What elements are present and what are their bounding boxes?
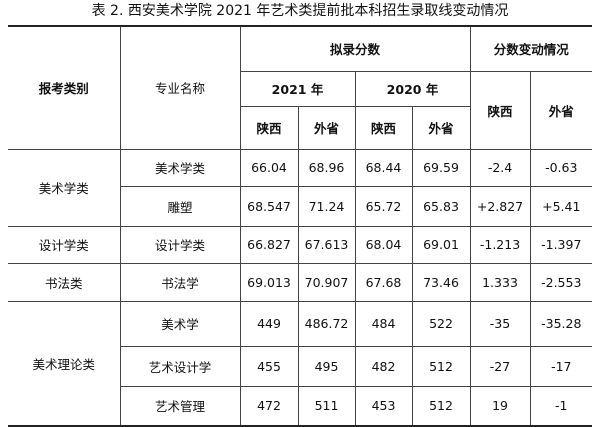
score-cell: 453 bbox=[354, 385, 413, 427]
score-cell: 1.333 bbox=[469, 262, 531, 302]
score-cell: 511 bbox=[297, 385, 356, 427]
header-cell: 外省 bbox=[411, 105, 471, 150]
score-cell: 71.24 bbox=[297, 185, 356, 227]
score-cell: -2.553 bbox=[529, 262, 593, 302]
score-cell: 482 bbox=[354, 345, 413, 387]
header-cell: 陕西 bbox=[469, 70, 531, 150]
score-cell: 65.83 bbox=[411, 185, 471, 227]
score-cell: -2.4 bbox=[469, 148, 531, 187]
header-cell: 2020 年 bbox=[354, 70, 471, 107]
table-row: 雕塑 68.547 71.24 65.72 65.83 +2.827 +5.41 bbox=[8, 185, 593, 227]
table-body: 美术学类 美术学类 66.04 68.96 68.44 69.59 -2.4 -0.63 雕塑 6… bbox=[8, 148, 593, 427]
table-row: 书法类 书法学 69.013 70.907 67.68 73.46 1.333 -2.553 bbox=[8, 262, 593, 302]
category-cell: 书法类 bbox=[8, 262, 121, 302]
score-cell: 68.44 bbox=[354, 148, 413, 187]
header-cell: 陕西 bbox=[239, 105, 299, 150]
score-cell: 69.013 bbox=[239, 262, 299, 302]
score-cell: 66.04 bbox=[239, 148, 299, 187]
score-cell: 68.04 bbox=[354, 225, 413, 264]
score-cell: 455 bbox=[239, 345, 299, 387]
score-cell: 486.72 bbox=[297, 300, 356, 347]
score-cell: 19 bbox=[469, 385, 531, 427]
score-cell: 522 bbox=[411, 300, 471, 347]
header-cell: 外省 bbox=[297, 105, 356, 150]
category-cell: 美术理论类 bbox=[8, 300, 121, 427]
header-cell: 专业名称 bbox=[119, 25, 241, 150]
table-row: 美术学类 美术学类 66.04 68.96 68.44 69.59 -2.4 -0.63 bbox=[8, 148, 593, 227]
score-cell: 70.907 bbox=[297, 262, 356, 302]
major-cell: 雕塑 bbox=[119, 185, 241, 227]
table-row: 美术理论类 美术学 449 486.72 484 522 -35 -35.28 bbox=[8, 300, 593, 427]
score-cell: -1 bbox=[529, 385, 593, 427]
score-cell: -35 bbox=[469, 300, 531, 347]
major-cell: 美术学类 bbox=[119, 148, 241, 187]
score-cell: 69.59 bbox=[411, 148, 471, 187]
major-cell: 艺术设计学 bbox=[119, 345, 241, 387]
score-cell: +2.827 bbox=[469, 185, 531, 227]
header-cell: 报考类别 bbox=[8, 25, 121, 150]
header-cell: 拟录分数 bbox=[239, 25, 471, 72]
major-cell: 艺术管理 bbox=[119, 385, 241, 427]
score-cell: 512 bbox=[411, 385, 471, 427]
category-cell: 美术学类 bbox=[8, 148, 121, 227]
score-cell: +5.41 bbox=[529, 185, 593, 227]
score-cell: 69.01 bbox=[411, 225, 471, 264]
score-table: 报考类别 专业名称 拟录分数 分数变动情况 2021 年 2020 年 陕西 外… bbox=[8, 25, 593, 427]
score-cell: 65.72 bbox=[354, 185, 413, 227]
score-cell: 67.68 bbox=[354, 262, 413, 302]
major-cell: 设计学类 bbox=[119, 225, 241, 264]
category-cell: 设计学类 bbox=[8, 225, 121, 264]
score-cell: -17 bbox=[529, 345, 593, 387]
score-cell: -1.213 bbox=[469, 225, 531, 264]
header-cell: 外省 bbox=[529, 70, 593, 150]
score-cell: 512 bbox=[411, 345, 471, 387]
major-cell: 书法学 bbox=[119, 262, 241, 302]
score-cell: -1.397 bbox=[529, 225, 593, 264]
table-row: 艺术管理 472 511 453 512 19 -1 bbox=[8, 385, 593, 427]
score-cell: -0.63 bbox=[529, 148, 593, 187]
header-cell: 陕西 bbox=[354, 105, 413, 150]
score-cell: 484 bbox=[354, 300, 413, 347]
score-cell: 66.827 bbox=[239, 225, 299, 264]
score-cell: 68.547 bbox=[239, 185, 299, 227]
table-title: 表 2. 西安美术学院 2021 年艺术类提前批本科招生录取线变动情况 bbox=[91, 3, 509, 19]
score-cell: 472 bbox=[239, 385, 299, 427]
header-cell: 分数变动情况 bbox=[469, 25, 593, 72]
score-cell: 495 bbox=[297, 345, 356, 387]
table-row: 艺术设计学 455 495 482 512 -27 -17 bbox=[8, 345, 593, 387]
score-cell: -27 bbox=[469, 345, 531, 387]
score-cell: 68.96 bbox=[297, 148, 356, 187]
table-row: 设计学类 设计学类 66.827 67.613 68.04 69.01 -1.213 -1.3… bbox=[8, 225, 593, 264]
score-cell: 73.46 bbox=[411, 262, 471, 302]
major-cell: 美术学 bbox=[119, 300, 241, 347]
score-cell: 67.613 bbox=[297, 225, 356, 264]
header-cell: 2021 年 bbox=[239, 70, 356, 107]
score-cell: 449 bbox=[239, 300, 299, 347]
score-cell: -35.28 bbox=[529, 300, 593, 347]
